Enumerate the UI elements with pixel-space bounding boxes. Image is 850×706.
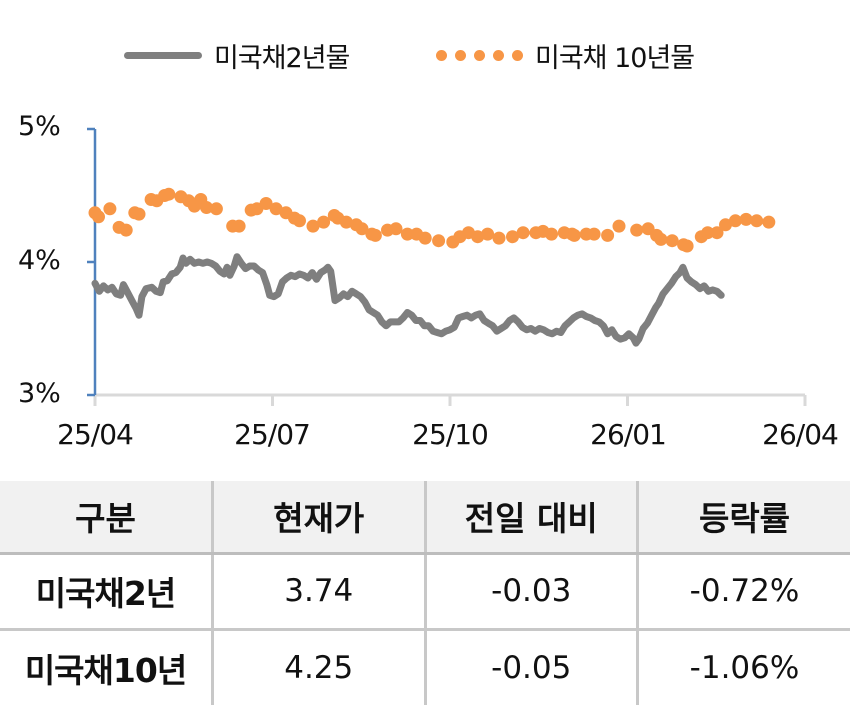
dot-us10y xyxy=(317,215,331,229)
dot-us10y xyxy=(209,202,223,216)
row-name: 미국채2년 xyxy=(0,553,213,631)
dot-us10y xyxy=(630,223,644,237)
dot-us10y xyxy=(355,222,369,236)
dot-us10y xyxy=(471,230,485,244)
table-header-row: 구분 현재가 전일 대비 등락률 xyxy=(0,481,850,555)
dot-us10y xyxy=(132,207,146,221)
legend-item-us2y: 미국채2년물 xyxy=(124,36,350,75)
dot-us10y xyxy=(200,201,213,214)
header-change: 전일 대비 xyxy=(423,481,638,555)
dot-us10y xyxy=(728,214,742,228)
header-category: 구분 xyxy=(0,481,213,555)
chart-area: 미국채2년물 미국채 10년물 5% 4% 3% 25/04 25/07 25/… xyxy=(0,30,850,451)
dot-us10y xyxy=(719,218,732,232)
dot-us10y xyxy=(119,223,133,237)
dot-us10y xyxy=(232,219,246,233)
dot-us10y xyxy=(162,187,176,201)
dot-us10y xyxy=(567,228,581,242)
dot-us10y xyxy=(259,197,273,210)
row-price: 3.74 xyxy=(211,553,425,631)
dot-us10y xyxy=(506,230,519,244)
legend-label-us10y: 미국채 10년물 xyxy=(535,43,695,74)
series-us10y-dots xyxy=(88,187,776,253)
header-price: 현재가 xyxy=(211,481,425,555)
legend-label-us2y: 미국채2년물 xyxy=(214,43,350,74)
dot-us10y xyxy=(750,214,764,228)
dot-us10y xyxy=(293,214,306,228)
x-tick-label: 26/01 xyxy=(590,418,667,451)
dot-us10y xyxy=(432,234,446,248)
x-tick-label: 25/07 xyxy=(234,418,311,451)
row-rate: -0.72% xyxy=(636,553,850,631)
x-tick-label: 25/10 xyxy=(412,418,489,451)
header-rate: 등락률 xyxy=(636,481,850,555)
dot-us10y xyxy=(680,239,694,253)
dot-us10y xyxy=(654,232,668,246)
legend-line-icon xyxy=(124,52,202,59)
summary-table: 구분 현재가 전일 대비 등락률 미국채2년 3.74 -0.03 -0.72%… xyxy=(0,481,850,705)
dot-us10y xyxy=(481,227,495,241)
dot-us10y xyxy=(306,219,320,233)
dot-us10y xyxy=(762,215,776,229)
dot-us10y xyxy=(612,219,626,233)
dot-us10y xyxy=(665,234,679,248)
y-tick-label: 4% xyxy=(18,245,61,276)
table-row: 미국채10년 4.25 -0.05 -1.06% xyxy=(0,629,850,705)
dot-us10y xyxy=(516,226,530,240)
legend-item-us10y: 미국채 10년물 xyxy=(436,36,695,75)
dot-us10y xyxy=(710,226,724,240)
row-rate: -1.06% xyxy=(636,629,850,705)
y-tick-label: 3% xyxy=(18,378,61,409)
dot-us10y xyxy=(400,227,414,241)
dot-us10y xyxy=(103,202,117,216)
legend: 미국채2년물 미국채 10년물 xyxy=(0,30,850,80)
series-us2y-line xyxy=(91,253,725,347)
axes xyxy=(87,127,807,406)
dot-us10y xyxy=(339,215,353,229)
row-change: -0.03 xyxy=(423,553,638,631)
dot-us10y xyxy=(545,227,558,241)
plot-svg xyxy=(87,127,807,406)
dot-us10y xyxy=(587,227,601,241)
dot-us10y xyxy=(418,231,432,245)
dot-us10y xyxy=(701,226,715,240)
dot-us10y xyxy=(389,222,403,236)
legend-dots-icon xyxy=(436,50,523,61)
row-name: 미국채10년 xyxy=(24,650,187,690)
x-tick-label: 26/04 xyxy=(762,418,839,451)
x-tick-label: 25/04 xyxy=(57,418,134,451)
dot-us10y xyxy=(739,212,753,226)
row-change: -0.05 xyxy=(423,629,638,705)
y-tick-label: 5% xyxy=(18,111,61,142)
table-row: 미국채2년 3.74 -0.03 -0.72% xyxy=(0,553,850,631)
dot-us10y xyxy=(92,210,105,224)
line-us2y xyxy=(91,253,725,347)
dot-us10y xyxy=(492,231,506,245)
dot-us10y xyxy=(601,228,615,242)
row-price: 4.25 xyxy=(211,629,425,705)
dot-us10y xyxy=(368,228,382,242)
dot-us10y xyxy=(269,202,283,216)
